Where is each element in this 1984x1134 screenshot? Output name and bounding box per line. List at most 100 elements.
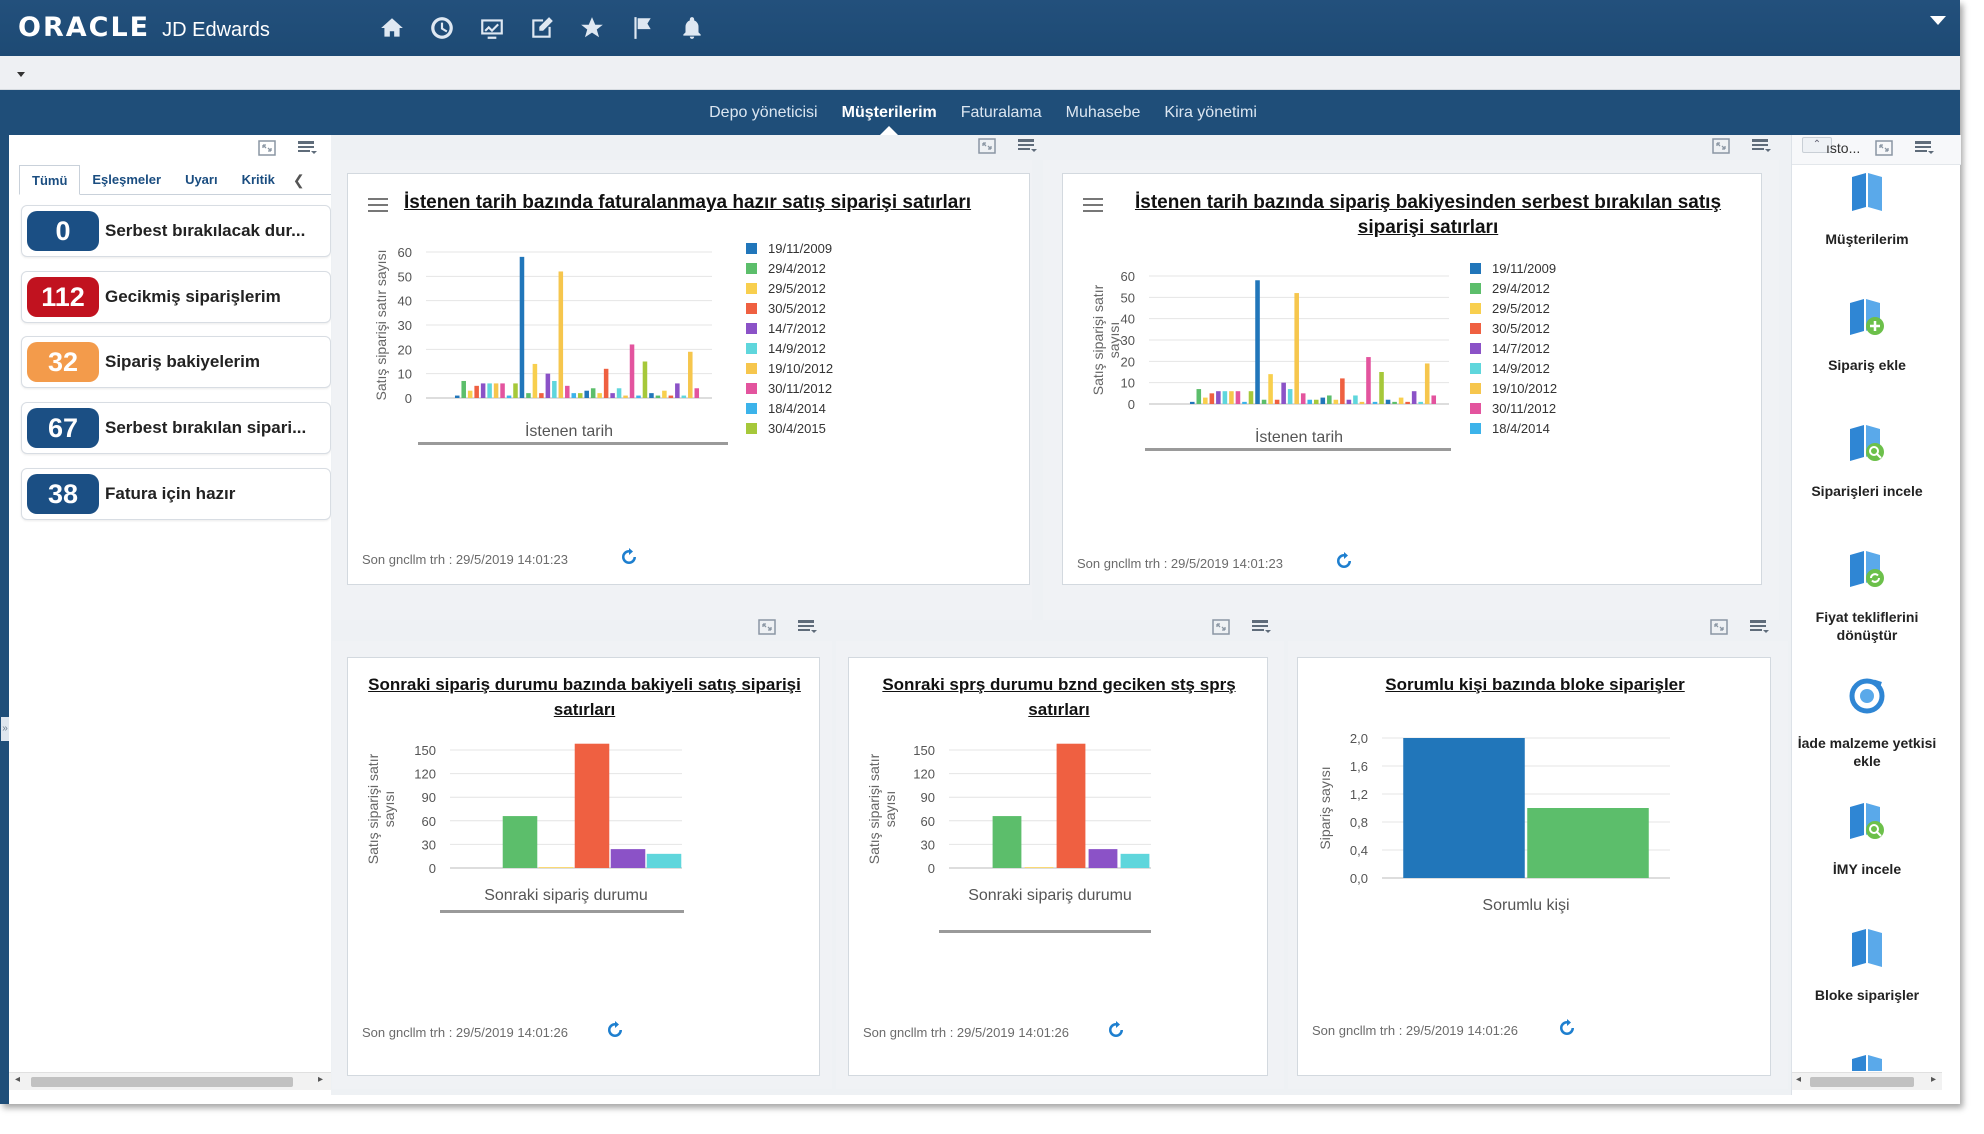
y-tick-label: 20 [398, 342, 412, 357]
filter-tab-matches[interactable]: Eşleşmeler [92, 172, 162, 187]
quick-actions-panel: ⌃ ısto... Müşterilerim Sipariş ekle Sipa… [1791, 135, 1961, 1095]
oracle-jde-logo[interactable]: ORACLE JD Edwards [18, 12, 270, 44]
horizontal-scrollbar[interactable]: ◂ ▸ [9, 1072, 331, 1090]
chart-card: Sonraki sipariş durumu bazında bakiyeli … [347, 657, 820, 1076]
y-tick-label: 60 [422, 814, 436, 829]
chart-bar [480, 383, 486, 398]
horizontal-scrollbar[interactable]: ◂ ▸ [1792, 1072, 1942, 1090]
quick-action-more[interactable] [1792, 1051, 1942, 1071]
chart-bar [1366, 357, 1371, 404]
last-updated-text: Son gncllm trh : 29/5/2019 14:01:23 [1077, 556, 1283, 571]
scroll-right-icon[interactable]: ▸ [1930, 1074, 1936, 1085]
maximize-icon[interactable] [977, 137, 997, 155]
y-tick-label: 0,4 [1350, 843, 1368, 858]
edit-form-icon[interactable] [526, 12, 558, 44]
refresh-icon[interactable] [1556, 1017, 1578, 1039]
favorites-star-icon[interactable] [576, 12, 608, 44]
notification-bell-icon[interactable] [676, 12, 708, 44]
maximize-icon[interactable] [1874, 139, 1894, 157]
quick-action-bloke-siparisler[interactable]: Bloke siparişler [1792, 925, 1942, 1004]
legend-label: 30/11/2012 [1492, 401, 1556, 416]
panel-menu-icon[interactable] [1251, 618, 1271, 636]
maximize-icon[interactable] [757, 618, 777, 636]
watchlist-item[interactable]: 67 Serbest bırakılan sipari... [21, 402, 331, 454]
tab-muhasebe[interactable]: Muhasebe [1065, 104, 1141, 121]
filter-scroll-arrow-icon[interactable]: ❮ [292, 172, 305, 188]
tab-musterilerim[interactable]: Müşterilerim [830, 90, 949, 135]
panel-menu-icon[interactable] [1749, 618, 1769, 636]
refresh-icon[interactable] [604, 1019, 626, 1041]
y-tick-label: 0 [1128, 397, 1135, 412]
x-axis-label: İstenen tarih [525, 421, 613, 440]
tab-depo-yoneticisi[interactable]: Depo yöneticisi [709, 104, 818, 121]
tab-faturalama[interactable]: Faturalama [960, 104, 1042, 121]
order-review-icon [1850, 425, 1884, 461]
scroll-right-icon[interactable]: ▸ [317, 1074, 323, 1085]
scrollbar-thumb[interactable] [1810, 1077, 1914, 1087]
refresh-icon[interactable] [1333, 550, 1355, 572]
panel-menu-icon[interactable] [797, 618, 817, 636]
flag-icon[interactable] [626, 12, 658, 44]
chart-bar [1088, 849, 1118, 868]
maximize-icon[interactable] [257, 139, 277, 157]
panel-menu-icon[interactable] [1751, 137, 1771, 155]
user-menu-caret-icon[interactable] [1930, 16, 1946, 25]
chart-title[interactable]: Sonraki sprş durumu bznd geciken stş spr… [882, 675, 1236, 719]
chart-title[interactable]: İstenen tarih bazında faturalanmaya hazı… [404, 192, 972, 213]
chart-bar [1216, 391, 1221, 404]
chart-bar [681, 395, 687, 398]
chart-title[interactable]: Sorumlu kişi bazında bloke siparişler [1385, 675, 1685, 694]
y-tick-label: 40 [398, 294, 412, 309]
chart-menu-icon[interactable] [368, 198, 388, 212]
chart-bar [558, 271, 564, 398]
legend-swatch [1470, 263, 1481, 274]
filter-tab-critical[interactable]: Kritik [241, 172, 275, 187]
chart-bar [1222, 391, 1228, 404]
scroll-left-icon[interactable]: ◂ [1796, 1074, 1802, 1085]
watchlist-chart-icon[interactable] [476, 12, 508, 44]
quick-action-iade-malzeme[interactable]: İade malzeme yetkisi ekle [1792, 673, 1942, 770]
panel-menu-icon[interactable] [1914, 139, 1934, 157]
legend-label: 14/9/2012 [1492, 361, 1550, 376]
carousel-toggle-icon[interactable] [17, 72, 25, 77]
chart-card: Sonraki sprş durumu bznd geciken stş spr… [848, 657, 1268, 1076]
chart-bar [506, 395, 512, 398]
quick-action-siparisleri-incele[interactable]: Siparişleri incele [1792, 421, 1942, 500]
maximize-icon[interactable] [1211, 618, 1231, 636]
recent-icon[interactable] [426, 12, 458, 44]
home-icon[interactable] [376, 12, 408, 44]
chart-title[interactable]: Sonraki sipariş durumu bazında bakiyeli … [368, 675, 801, 719]
watchlist-item[interactable]: 38 Fatura için hazır [21, 468, 331, 520]
watchlist-item[interactable]: 32 Sipariş bakiyelerim [21, 336, 331, 388]
chart-menu-icon[interactable] [1083, 198, 1103, 212]
quick-action-siparis-ekle[interactable]: Sipariş ekle [1792, 295, 1942, 374]
quick-action-fiyat-teklifleri[interactable]: Fiyat tekliflerini dönüştür [1792, 547, 1942, 644]
scrollbar-thumb[interactable] [31, 1077, 293, 1087]
product-name: JD Edwards [162, 19, 270, 41]
y-axis-label: Satış siparişi satır [866, 753, 882, 864]
maximize-icon[interactable] [1709, 618, 1729, 636]
chart-card: Sorumlu kişi bazında bloke siparişler Si… [1297, 657, 1771, 1076]
tab-kira-yonetimi[interactable]: Kira yönetimi [1164, 104, 1257, 121]
scroll-left-icon[interactable]: ◂ [15, 1074, 21, 1085]
chart-bar [1346, 399, 1352, 404]
chart-title[interactable]: İstenen tarih bazında sipariş bakiyesind… [1134, 192, 1722, 238]
watchlist-item[interactable]: 112 Gecikmiş siparişlerim [21, 271, 331, 323]
watchlist-item[interactable]: 0 Serbest bırakılacak dur... [21, 205, 331, 257]
carousel-bar [0, 56, 1960, 90]
quick-action-musterilerim[interactable]: Müşterilerim [1792, 169, 1942, 248]
refresh-icon[interactable] [618, 546, 640, 568]
chart-bar [1255, 280, 1260, 404]
filter-tab-warning[interactable]: Uyarı [185, 172, 218, 187]
collapse-icon[interactable]: ⌃ [1802, 137, 1832, 153]
chart-bar [493, 383, 499, 398]
panel-menu-icon[interactable] [297, 139, 317, 157]
refresh-icon[interactable] [1105, 1019, 1127, 1041]
filter-tab-all[interactable]: Tümü [19, 165, 81, 195]
maximize-icon[interactable] [1711, 137, 1731, 155]
quick-action-imy-incele[interactable]: İMY incele [1792, 799, 1942, 878]
chart-bar [694, 388, 700, 398]
chart-bar [487, 383, 492, 398]
panel-menu-icon[interactable] [1017, 137, 1037, 155]
expand-sidebar-icon[interactable]: » [1, 717, 9, 741]
